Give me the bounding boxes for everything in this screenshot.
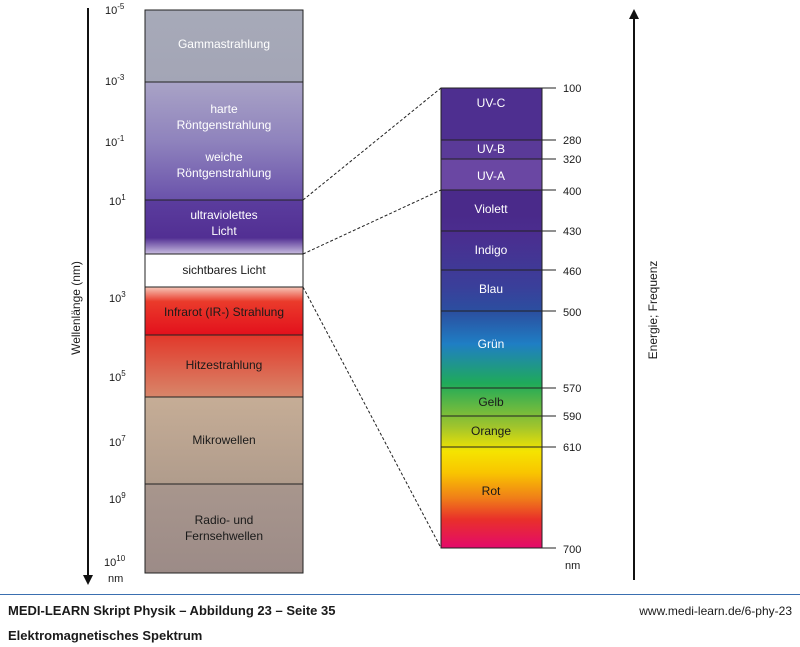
right-tick-labels: 100 280 320 400 430 460 500 570 590 610 … — [563, 83, 581, 572]
label-blue: Blau — [479, 282, 503, 296]
connector-line — [302, 286, 442, 549]
tick-label: 500 — [563, 307, 581, 319]
label-gamma: Gammastrahlung — [178, 37, 270, 51]
tick-label: 103 — [109, 290, 126, 305]
footer-divider — [0, 594, 800, 595]
label-ultraviolet: ultraviolettes Licht — [190, 208, 257, 238]
footer-url: www.medi-learn.de/6-phy-23 — [639, 604, 792, 618]
right-spectrum-column — [440, 87, 543, 549]
tick-label: 460 — [563, 266, 581, 278]
left-spectrum-column — [144, 9, 304, 574]
tick-label: 280 — [563, 135, 581, 147]
band-uvb — [441, 140, 542, 159]
connector-line — [302, 87, 442, 201]
label-orange: Orange — [471, 424, 511, 438]
band-visible-spectrum — [441, 190, 542, 548]
label-soft-xray: weiche Röntgenstrahlung — [177, 150, 272, 180]
left-tick-labels: 10-5 10-3 10-1 101 103 105 107 109 1010 … — [104, 2, 126, 585]
tick-label: 590 — [563, 411, 581, 423]
label-violet: Violett — [474, 202, 508, 216]
label-microwave: Mikrowellen — [192, 433, 255, 447]
tick-unit: nm — [108, 573, 123, 585]
label-hard-xray: harte Röntgenstrahlung — [177, 102, 272, 132]
tick-unit: nm — [565, 560, 580, 572]
tick-label: 105 — [109, 369, 126, 384]
label-infrared: Infrarot (IR-) Strahlung — [164, 305, 284, 319]
label-uva: UV-A — [477, 169, 505, 183]
label-uvc: UV-C — [477, 96, 506, 110]
tick-label: 610 — [563, 442, 581, 454]
band-ultraviolet — [145, 200, 303, 254]
tick-label: 10-3 — [105, 73, 125, 88]
label-uvb: UV-B — [477, 142, 505, 156]
label-yellow: Gelb — [478, 395, 504, 409]
tick-label: 100 — [563, 83, 581, 95]
tick-label: 400 — [563, 186, 581, 198]
spectrum-diagram: Wellenlänge (nm) Gammastrahlung harte Rön… — [69, 2, 660, 585]
footer-subtitle: Elektromagnetisches Spektrum — [8, 628, 203, 643]
energy-axis-title: Energie; Frequenz — [646, 261, 660, 360]
band-radio — [145, 484, 303, 573]
band-xray — [145, 82, 303, 200]
band-heat — [145, 335, 303, 397]
left-column-border — [144, 9, 304, 574]
tick-label: 101 — [109, 193, 126, 208]
band-visible — [145, 254, 303, 287]
tick-label: 10-1 — [105, 134, 125, 149]
tick-label: 109 — [109, 491, 126, 506]
band-gamma — [145, 10, 303, 82]
connector-lines — [302, 87, 442, 549]
label-radio: Radio- und Fernsehwellen — [185, 513, 263, 543]
label-red: Rot — [482, 484, 501, 498]
connector-line — [302, 189, 442, 255]
tick-label: 430 — [563, 226, 581, 238]
wavelength-axis-title: Wellenlänge (nm) — [69, 261, 83, 355]
footer-title: MEDI-LEARN Skript Physik – Abbildung 23 … — [8, 603, 336, 618]
tick-label: 320 — [563, 154, 581, 166]
label-indigo: Indigo — [475, 243, 508, 257]
label-visible: sichtbares Licht — [182, 263, 266, 277]
tick-label: 700 — [563, 544, 581, 556]
tick-label: 570 — [563, 383, 581, 395]
band-microwave — [145, 397, 303, 484]
right-ticks — [441, 87, 556, 549]
band-infrared — [145, 287, 303, 335]
band-uvc — [441, 88, 542, 140]
label-heat: Hitzestrahlung — [186, 358, 263, 372]
band-uva — [441, 159, 542, 190]
tick-label: 10-5 — [105, 2, 125, 17]
tick-label: 107 — [109, 434, 126, 449]
tick-label: 1010 — [104, 554, 126, 569]
label-green: Grün — [478, 337, 505, 351]
